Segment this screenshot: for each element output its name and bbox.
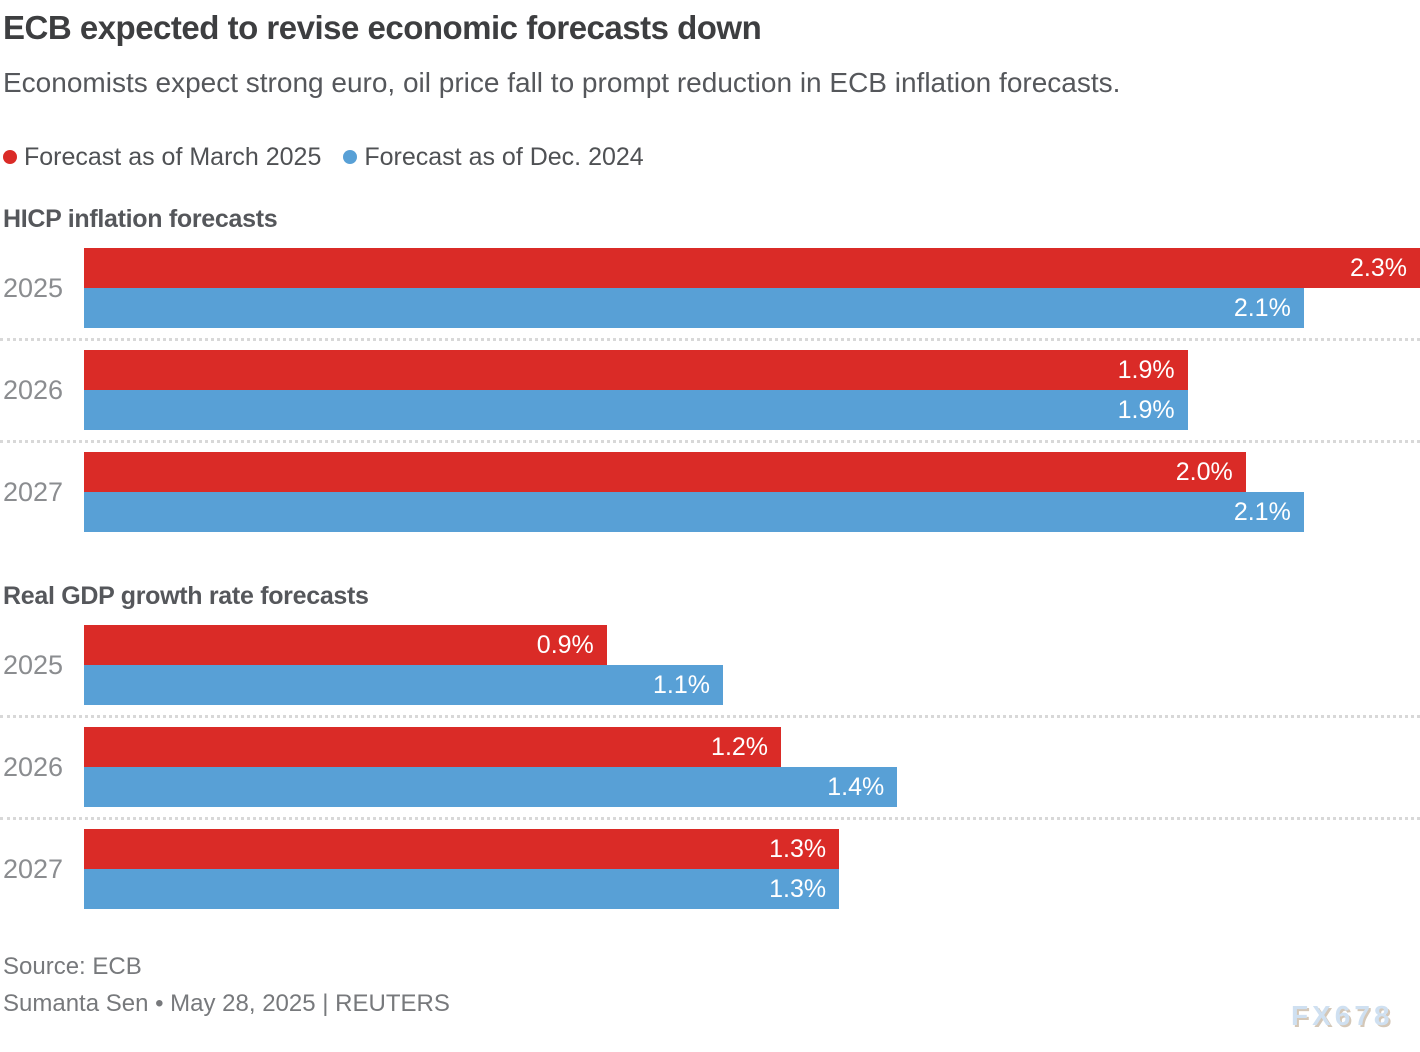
legend-dot-red-icon <box>3 150 17 164</box>
group-separator <box>0 817 1420 820</box>
bar-value-label: 1.4% <box>827 772 885 801</box>
bar-value-label: 1.1% <box>652 670 710 699</box>
legend-item-march-2025: Forecast as of March 2025 <box>3 142 321 172</box>
bar-pair: 0.9% 1.1% <box>84 625 1420 705</box>
category-label: 2026 <box>3 374 64 405</box>
legend: Forecast as of March 2025 Forecast as of… <box>3 142 644 172</box>
bar-value-label: 2.3% <box>1350 253 1407 282</box>
category-label: 2026 <box>3 751 64 782</box>
chart-body-gdp: 2025 0.9% 1.1% 2026 1.2% 1.4% 2027 1.3% 1.3% <box>0 625 1420 909</box>
page-title: ECB expected to revise economic forecast… <box>3 9 762 46</box>
bar-march-2025: 1.3% <box>84 829 840 869</box>
bar-dec-2024: 1.4% <box>84 767 898 807</box>
bar-group: 2026 1.9% 1.9% <box>0 350 1420 430</box>
section-title-gdp: Real GDP growth rate forecasts <box>3 582 369 610</box>
bar-march-2025: 2.3% <box>84 248 1420 288</box>
source-line: Source: ECB <box>3 953 142 980</box>
watermark: FX678 <box>1291 1000 1394 1031</box>
bar-group: 2026 1.2% 1.4% <box>0 727 1420 807</box>
bar-value-label: 1.3% <box>769 834 827 863</box>
group-separator <box>0 715 1420 718</box>
legend-dot-blue-icon <box>343 150 358 164</box>
legend-item-dec-2024: Forecast as of Dec. 2024 <box>343 142 644 172</box>
bar-dec-2024: 1.1% <box>84 665 723 705</box>
bar-value-label: 0.9% <box>536 630 594 659</box>
category-label: 2027 <box>3 853 64 884</box>
bar-march-2025: 0.9% <box>84 625 607 665</box>
footer: Source: ECB Sumanta Sen • May 28, 2025 |… <box>3 948 450 1022</box>
group-separator <box>0 440 1420 443</box>
bar-march-2025: 1.2% <box>84 727 782 767</box>
subtitle: Economists expect strong euro, oil price… <box>3 67 1121 98</box>
bar-dec-2024: 1.3% <box>84 869 840 909</box>
bar-value-label: 1.9% <box>1117 395 1175 424</box>
bar-march-2025: 2.0% <box>84 452 1246 492</box>
category-label: 2027 <box>3 476 64 507</box>
gdp-growth-chart: Real GDP growth rate forecasts 2025 0.9% 1… <box>0 581 1420 909</box>
bar-value-label: 2.1% <box>1233 497 1291 526</box>
bar-pair: 2.3% 2.1% <box>84 248 1420 328</box>
bar-pair: 1.2% 1.4% <box>84 727 1420 807</box>
bar-pair: 1.3% 1.3% <box>84 829 1420 909</box>
bar-group: 2027 2.0% 2.1% <box>0 452 1420 532</box>
bar-value-label: 2.0% <box>1175 457 1233 486</box>
bar-dec-2024: 2.1% <box>84 288 1304 328</box>
hicp-inflation-chart: HICP inflation forecasts 2025 2.3% 2.1% 202… <box>0 204 1420 532</box>
group-separator <box>0 338 1420 341</box>
bar-group: 2025 0.9% 1.1% <box>0 625 1420 705</box>
legend-label-dec-2024: Forecast as of Dec. 2024 <box>364 143 644 171</box>
category-label: 2025 <box>3 649 64 680</box>
chart-body-hicp: 2025 2.3% 2.1% 2026 1.9% 1.9% 2027 2.0% 2.1% <box>0 248 1420 532</box>
category-label: 2025 <box>3 272 64 303</box>
bar-value-label: 1.3% <box>769 874 827 903</box>
section-title-hicp: HICP inflation forecasts <box>3 205 278 233</box>
legend-label-march-2025: Forecast as of March 2025 <box>24 143 322 171</box>
bar-dec-2024: 1.9% <box>84 390 1188 430</box>
bar-group: 2027 1.3% 1.3% <box>0 829 1420 909</box>
bar-march-2025: 1.9% <box>84 350 1188 390</box>
bar-pair: 2.0% 2.1% <box>84 452 1420 532</box>
bar-value-label: 2.1% <box>1233 293 1291 322</box>
bar-value-label: 1.2% <box>711 732 769 761</box>
bar-value-label: 1.9% <box>1117 355 1175 384</box>
bar-pair: 1.9% 1.9% <box>84 350 1420 430</box>
bar-group: 2025 2.3% 2.1% <box>0 248 1420 328</box>
byline: Sumanta Sen • May 28, 2025 | REUTERS <box>3 990 450 1017</box>
bar-dec-2024: 2.1% <box>84 492 1304 532</box>
